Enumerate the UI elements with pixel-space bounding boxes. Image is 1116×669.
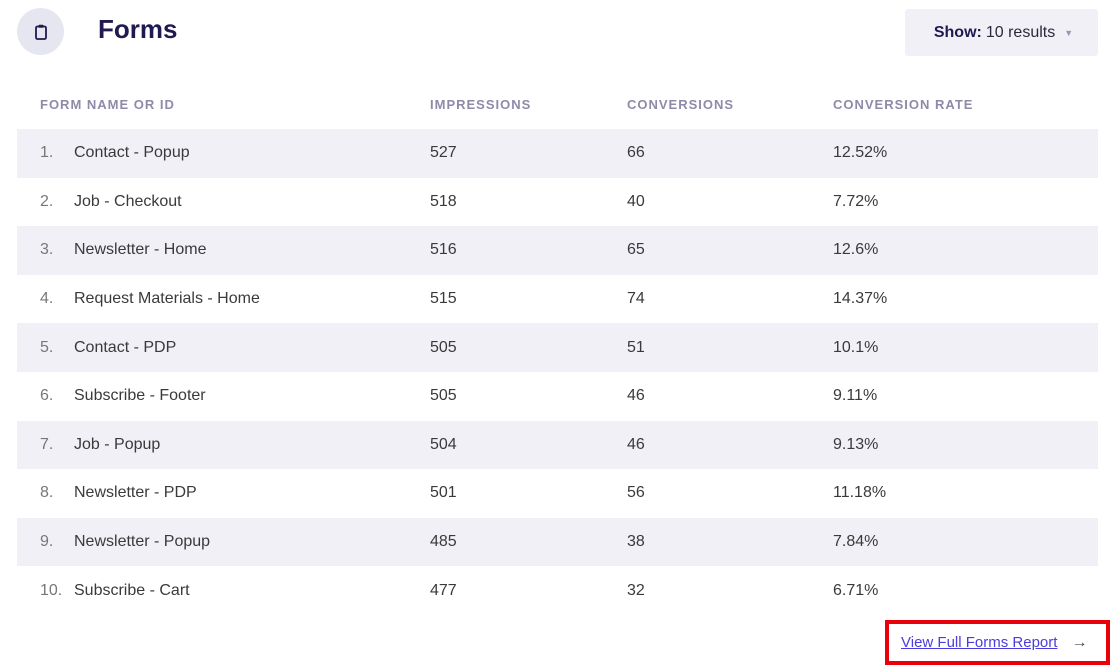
table-row: 9. Newsletter - Popup 485 38 7.84% bbox=[17, 517, 1098, 567]
form-name-cell: Subscribe - Cart bbox=[74, 581, 190, 599]
column-header-form-name[interactable]: FORM NAME OR ID bbox=[40, 97, 175, 112]
conversions-cell: 56 bbox=[627, 484, 645, 502]
conversion-rate-cell: 9.11% bbox=[833, 387, 878, 405]
view-full-report-highlight: View Full Forms Report → bbox=[885, 620, 1110, 665]
impressions-cell: 527 bbox=[430, 144, 457, 162]
show-label: Show: bbox=[933, 23, 982, 41]
conversion-rate-cell: 9.13% bbox=[833, 435, 879, 453]
clipboard-icon bbox=[34, 24, 47, 40]
impressions-cell: 515 bbox=[430, 290, 457, 308]
arrow-right-icon[interactable]: → bbox=[1071, 633, 1088, 651]
conversions-cell: 32 bbox=[627, 581, 645, 599]
form-name-cell: Job - Checkout bbox=[74, 192, 182, 210]
page-title: Forms bbox=[98, 14, 178, 44]
conversion-rate-cell: 6.71% bbox=[833, 581, 879, 599]
forms-table: FORM NAME OR ID IMPRESSIONS CONVERSIONS … bbox=[17, 80, 1098, 615]
table-row: 5. Contact - PDP 505 51 10.1% bbox=[17, 323, 1098, 372]
conversion-rate-cell: 12.52% bbox=[833, 144, 888, 162]
impressions-cell: 504 bbox=[430, 435, 457, 453]
form-name-cell: Request Materials - Home bbox=[74, 290, 260, 308]
table-row: 1. Contact - Popup 527 66 12.52% bbox=[17, 129, 1098, 178]
form-name-cell: Newsletter - PDP bbox=[74, 484, 197, 502]
table-row: 10. Subscribe - Cart 477 32 6.71% bbox=[17, 566, 1098, 615]
impressions-cell: 505 bbox=[430, 387, 457, 405]
row-index: 10. bbox=[40, 581, 63, 599]
chevron-down-icon: ▼ bbox=[1064, 27, 1074, 38]
table-row: 7. Job - Popup 504 46 9.13% bbox=[17, 420, 1098, 470]
row-index: 3. bbox=[40, 241, 54, 259]
column-header-impressions[interactable]: IMPRESSIONS bbox=[430, 97, 532, 112]
conversions-cell: 65 bbox=[627, 241, 645, 259]
table-row: 8. Newsletter - PDP 501 56 11.18% bbox=[17, 469, 1098, 518]
row-index: 6. bbox=[40, 387, 54, 405]
forms-icon-badge bbox=[17, 8, 64, 55]
form-name-cell: Job - Popup bbox=[74, 435, 161, 453]
show-results-dropdown[interactable]: Show: 10 results ▼ bbox=[905, 9, 1098, 56]
form-name-cell: Newsletter - Popup bbox=[74, 533, 211, 551]
view-full-forms-report-link[interactable]: View Full Forms Report bbox=[901, 634, 1058, 651]
table-row: 3. Newsletter - Home 516 65 12.6% bbox=[17, 226, 1098, 275]
conversions-cell: 46 bbox=[627, 387, 645, 405]
impressions-cell: 477 bbox=[430, 581, 457, 599]
column-header-conversions[interactable]: CONVERSIONS bbox=[627, 97, 735, 112]
row-index: 9. bbox=[40, 533, 54, 551]
conversions-cell: 46 bbox=[627, 435, 645, 453]
table-row: 2. Job - Checkout 518 40 7.72% bbox=[17, 178, 1098, 227]
form-name-cell: Contact - PDP bbox=[74, 338, 177, 356]
row-index: 8. bbox=[40, 484, 54, 502]
conversions-cell: 38 bbox=[627, 533, 645, 551]
row-index: 5. bbox=[40, 338, 54, 356]
impressions-cell: 505 bbox=[430, 338, 457, 356]
table-row: 6. Subscribe - Footer 505 46 9.11% bbox=[17, 372, 1098, 421]
table-body: 1. Contact - Popup 527 66 12.52% 2. Job - Chec… bbox=[17, 129, 1098, 615]
row-index: 1. bbox=[40, 144, 54, 162]
conversions-cell: 51 bbox=[627, 338, 645, 356]
row-index: 7. bbox=[40, 435, 54, 453]
table-row: 4. Request Materials - Home 515 74 14.37% bbox=[17, 275, 1098, 324]
conversion-rate-cell: 7.84% bbox=[833, 533, 879, 551]
conversion-rate-cell: 7.72% bbox=[833, 192, 879, 210]
form-name-cell: Subscribe - Footer bbox=[74, 387, 206, 405]
conversions-cell: 66 bbox=[627, 144, 645, 162]
conversion-rate-cell: 14.37% bbox=[833, 290, 888, 308]
conversion-rate-cell: 10.1% bbox=[833, 338, 879, 356]
impressions-cell: 485 bbox=[430, 533, 457, 551]
form-name-cell: Newsletter - Home bbox=[74, 241, 207, 259]
row-index: 4. bbox=[40, 290, 54, 308]
impressions-cell: 518 bbox=[430, 192, 457, 210]
row-index: 2. bbox=[40, 192, 54, 210]
conversions-cell: 74 bbox=[627, 290, 645, 308]
impressions-cell: 516 bbox=[430, 241, 457, 259]
conversions-cell: 40 bbox=[627, 192, 645, 210]
column-header-conversion-rate[interactable]: CONVERSION RATE bbox=[833, 97, 974, 112]
conversion-rate-cell: 12.6% bbox=[833, 241, 879, 259]
table-header: FORM NAME OR ID IMPRESSIONS CONVERSIONS … bbox=[17, 80, 1098, 129]
show-value: 10 results bbox=[985, 23, 1056, 41]
conversion-rate-cell: 11.18% bbox=[833, 484, 887, 502]
form-name-cell: Contact - Popup bbox=[74, 144, 190, 162]
impressions-cell: 501 bbox=[430, 484, 457, 502]
